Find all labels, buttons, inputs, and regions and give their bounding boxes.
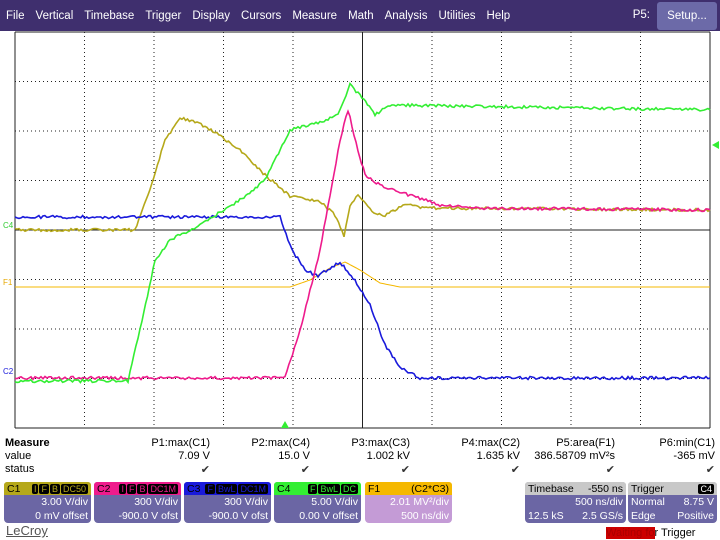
- coupling-tag: F: [308, 484, 318, 494]
- coupling-tag: B: [50, 484, 60, 494]
- math-scale: 2.01 MV²/div: [365, 495, 452, 509]
- coupling-tag: F: [205, 484, 215, 494]
- context-label: P5:: [633, 9, 650, 21]
- coupling-tag: I: [119, 484, 126, 494]
- math-name: F1: [368, 483, 380, 495]
- coupling-tag: F: [127, 484, 137, 494]
- coupling-tag: BwL: [318, 484, 340, 494]
- trigger-level: 8.75 V: [684, 495, 714, 509]
- channel-name: C1: [7, 483, 20, 495]
- coupling-tag: DC50: [61, 484, 88, 494]
- trigger-descriptor[interactable]: Trigger C4 Normal 8.75 V Edge Positive: [628, 482, 717, 523]
- coupling-tag: I: [32, 484, 39, 494]
- trigger-source: C4: [698, 484, 714, 494]
- measure-status: ✔: [595, 463, 715, 476]
- trigger-mode: Normal: [631, 495, 665, 509]
- c2-ground-marker[interactable]: C2: [3, 367, 14, 376]
- menu-analysis[interactable]: Analysis: [385, 10, 428, 22]
- coupling-tag: BwL: [216, 484, 238, 494]
- timebase-scale: 500 ns/div: [525, 495, 626, 509]
- c4-ground-marker[interactable]: C4: [3, 221, 14, 230]
- coupling-tag: B: [137, 484, 147, 494]
- menu-bar: File Vertical Timebase Trigger Display C…: [0, 0, 720, 31]
- coupling-tag: DC1M: [148, 484, 178, 494]
- menu-display[interactable]: Display: [192, 10, 230, 22]
- channel-scale: 3.00 V/div: [4, 495, 91, 509]
- waveform-display[interactable]: C4 F1 C2: [0, 31, 720, 437]
- menu-timebase[interactable]: Timebase: [84, 10, 134, 22]
- f1-ground-marker[interactable]: F1: [3, 278, 13, 287]
- channel-c2-descriptor[interactable]: C2 I F B DC1M 300 V/div -900.0 V ofst: [94, 482, 181, 523]
- channel-c1-descriptor[interactable]: C1 I F B DC50 3.00 V/div 0 mV offset: [4, 482, 91, 523]
- menu-math[interactable]: Math: [348, 10, 374, 22]
- status-rest: r Trigger: [655, 527, 696, 539]
- timebase-descriptor[interactable]: Timebase -550 ns 500 ns/div 12.5 kS 2.5 GS…: [525, 482, 626, 523]
- menu-measure[interactable]: Measure: [292, 10, 337, 22]
- channel-scale: 5.00 V/div: [274, 495, 361, 509]
- acquisition-status: Waiting for Trigger: [606, 527, 695, 539]
- timebase-rate: 2.5 GS/s: [582, 509, 623, 523]
- setup-button[interactable]: Setup...: [657, 2, 717, 30]
- trigger-label: Trigger: [631, 483, 664, 495]
- trigger-type: Edge: [631, 509, 656, 523]
- coupling-tag: F: [39, 484, 49, 494]
- channel-offset: 0.00 V offset: [274, 509, 361, 523]
- menu-cursors[interactable]: Cursors: [241, 10, 281, 22]
- channel-c3-descriptor[interactable]: C3 F BwL DC1M 300 V/div -900.0 V ofst: [184, 482, 271, 523]
- coupling-tag: DC: [341, 484, 358, 494]
- timebase-samples: 12.5 kS: [528, 509, 564, 523]
- channel-c4-descriptor[interactable]: C4 F BwL DC 5.00 V/div 0.00 V offset: [274, 482, 361, 523]
- math-expression: (C2*C3): [411, 483, 449, 495]
- lecroy-logo: LeCroy: [6, 523, 48, 538]
- trigger-level-marker[interactable]: [712, 141, 719, 149]
- menu-help[interactable]: Help: [487, 10, 511, 22]
- trigger-position-marker[interactable]: [281, 421, 289, 428]
- channel-offset: -900.0 V ofst: [184, 509, 271, 523]
- math-f1-descriptor[interactable]: F1 (C2*C3) 2.01 MV²/div 500 ns/div: [365, 482, 452, 523]
- coupling-tag: DC1M: [238, 484, 268, 494]
- status-highlight: Waiting fo: [606, 527, 655, 539]
- channel-name: C3: [187, 483, 200, 495]
- channel-offset: -900.0 V ofst: [94, 509, 181, 523]
- channel-scale: 300 V/div: [184, 495, 271, 509]
- measure-value: -365 mV: [595, 450, 715, 462]
- timebase-label: Timebase: [528, 483, 574, 495]
- menu-utilities[interactable]: Utilities: [438, 10, 475, 22]
- menu-trigger[interactable]: Trigger: [145, 10, 181, 22]
- timebase-delay: -550 ns: [588, 483, 623, 495]
- menu-file[interactable]: File: [6, 10, 25, 22]
- measure-name[interactable]: P6:min(C1): [595, 437, 715, 449]
- math-time: 500 ns/div: [365, 509, 452, 523]
- channel-name: C4: [277, 483, 290, 495]
- channel-offset: 0 mV offset: [4, 509, 91, 523]
- trigger-slope: Positive: [677, 509, 714, 523]
- channel-scale: 300 V/div: [94, 495, 181, 509]
- channel-name: C2: [97, 483, 110, 495]
- menu-vertical[interactable]: Vertical: [36, 10, 74, 22]
